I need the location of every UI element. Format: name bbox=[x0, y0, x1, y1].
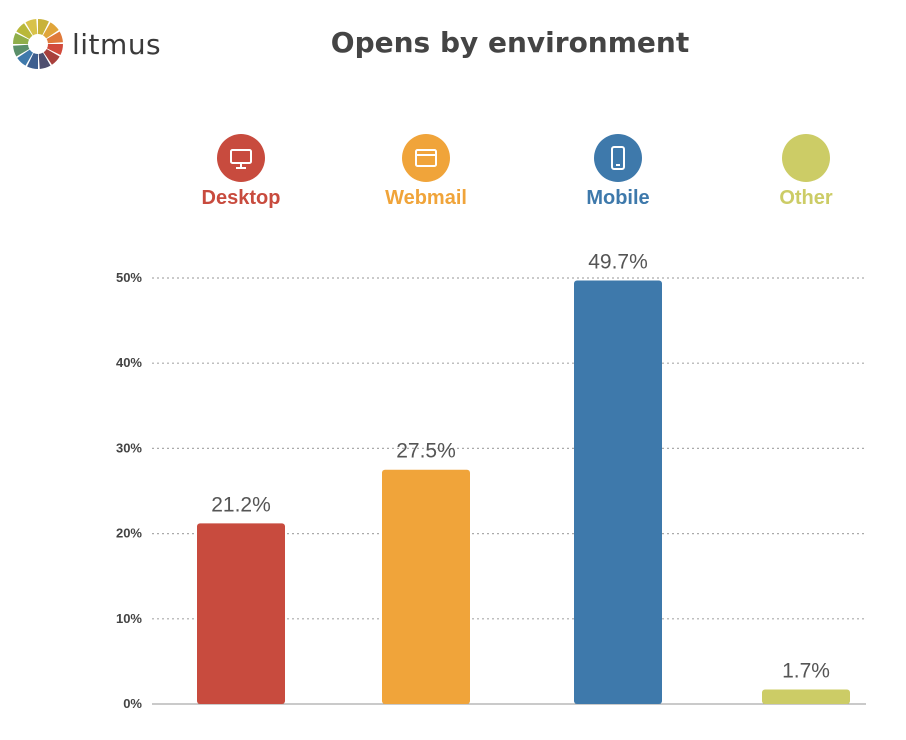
value-label-mobile: 49.7% bbox=[588, 251, 648, 274]
y-tick-label: 10% bbox=[116, 611, 142, 626]
other-icon bbox=[782, 134, 830, 182]
chart-title: Opens by environment bbox=[330, 26, 690, 59]
value-label-desktop: 21.2% bbox=[211, 493, 271, 516]
litmus-logo-mark-icon bbox=[13, 19, 63, 69]
legend-label-mobile: Mobile bbox=[586, 187, 649, 209]
legend-label-webmail: Webmail bbox=[385, 187, 467, 209]
y-tick-label: 30% bbox=[116, 440, 142, 455]
webmail-icon bbox=[402, 134, 450, 182]
value-label-other: 1.7% bbox=[782, 660, 830, 683]
y-tick-label: 0% bbox=[123, 696, 142, 711]
value-label-webmail: 27.5% bbox=[396, 440, 456, 463]
legend-label-desktop: Desktop bbox=[202, 187, 281, 209]
litmus-logo: litmus bbox=[12, 18, 161, 70]
mobile-icon bbox=[594, 134, 642, 182]
desktop-icon bbox=[217, 134, 265, 182]
bar-webmail bbox=[382, 469, 470, 704]
bar-other bbox=[762, 689, 850, 704]
bar-desktop bbox=[197, 523, 285, 704]
bar-mobile bbox=[574, 280, 662, 704]
y-tick-label: 50% bbox=[116, 270, 142, 285]
logo-text: litmus bbox=[72, 27, 162, 61]
y-tick-label: 20% bbox=[116, 526, 142, 541]
y-tick-label: 40% bbox=[116, 355, 142, 370]
legend-label-other: Other bbox=[779, 187, 833, 209]
